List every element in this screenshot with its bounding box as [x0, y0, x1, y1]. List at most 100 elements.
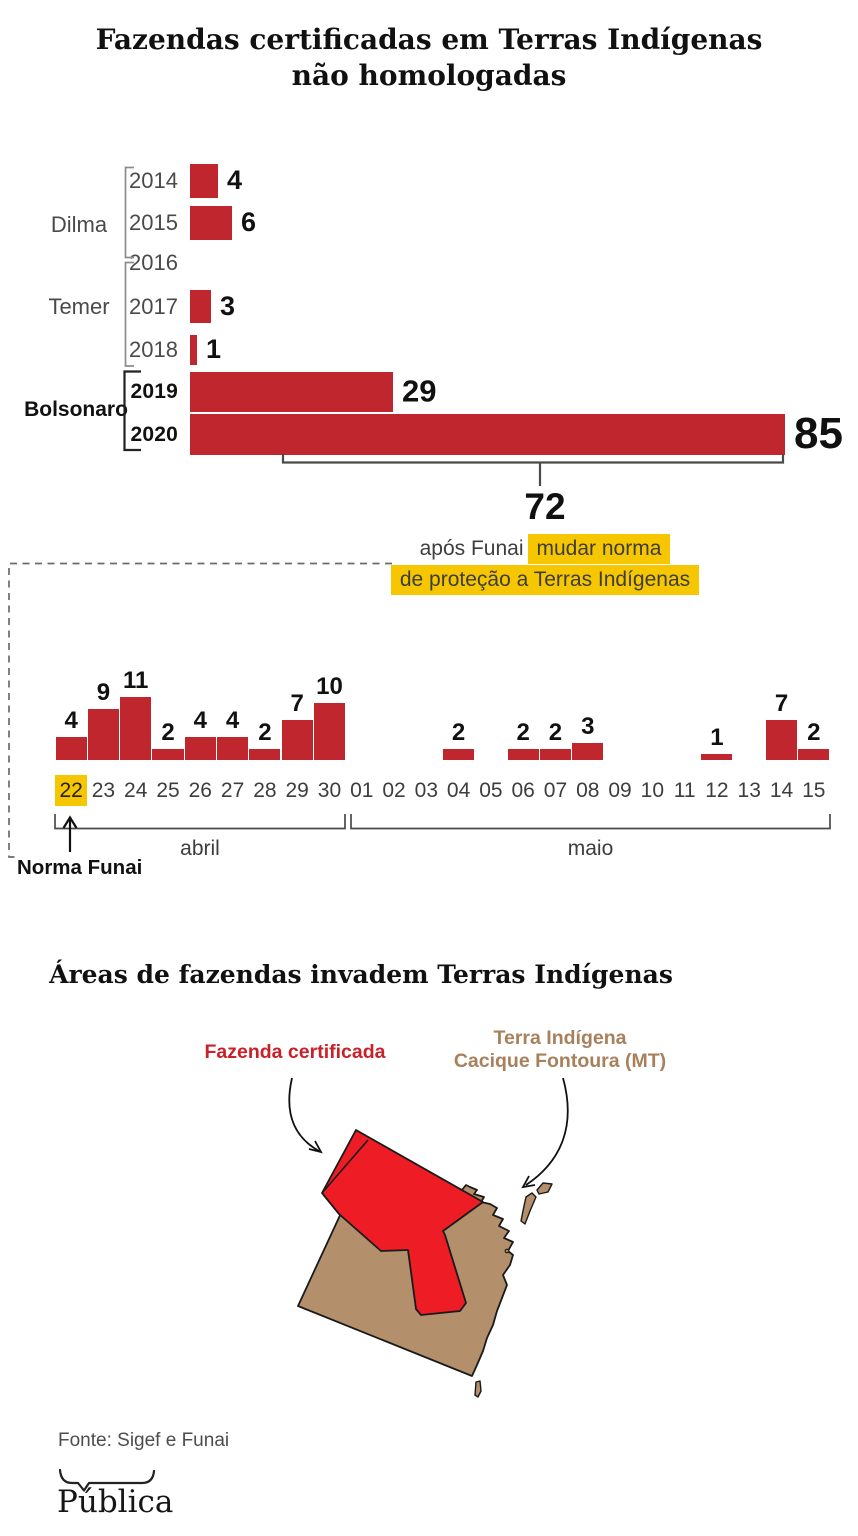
bar-value-2015: 6	[241, 206, 257, 237]
bar-value-2020: 85	[794, 408, 843, 458]
bracket-abril	[54, 814, 346, 830]
year-label-2014: 2014	[129, 168, 178, 193]
day-bar-14	[765, 720, 798, 760]
day-value-27: 4	[225, 707, 240, 735]
annotation-plain-text: após Funai	[419, 537, 524, 560]
map-section-title: Áreas de fazendas invadem Terras Indígen…	[49, 960, 673, 989]
day-label-25: 25	[156, 779, 180, 802]
day-bar-07	[539, 748, 572, 760]
main-title: Fazendas certificadas em Terras Indígena…	[0, 22, 858, 94]
day-value-07: 2	[548, 718, 563, 746]
day-label-03: 03	[414, 779, 438, 802]
source-note: Fonte: Sigef e Funai	[58, 1430, 230, 1451]
day-bar-28	[249, 748, 281, 760]
day-bar-23	[87, 708, 119, 760]
day-label-28: 28	[253, 779, 277, 802]
day-label-12: 12	[705, 779, 729, 802]
day-label-29: 29	[285, 779, 309, 802]
norma-arrow-head	[62, 815, 78, 829]
annotation-72-line2: de proteção a Terras Indígenas	[295, 564, 795, 595]
legend-terra-indigena-line2: Cacique Fontoura (MT)	[453, 1050, 667, 1072]
day-label-09: 09	[608, 779, 632, 802]
day-value-25: 2	[161, 718, 175, 746]
day-value-29: 7	[290, 690, 304, 718]
norma-funai-label: Norma Funai	[17, 856, 143, 879]
day-label-04: 04	[446, 779, 471, 802]
day-value-14: 7	[774, 690, 789, 718]
day-label-07: 07	[543, 779, 568, 802]
map-island-south	[474, 1380, 482, 1398]
day-label-08: 08	[576, 779, 600, 802]
annotation-72-value: 72	[524, 486, 566, 527]
day-value-04: 2	[451, 718, 466, 746]
year-label-2016: 2016	[129, 250, 178, 275]
bar-2018	[190, 335, 197, 365]
day-value-24: 11	[123, 667, 149, 695]
day-label-05: 05	[479, 779, 503, 802]
day-label-06: 06	[511, 779, 535, 802]
day-value-06: 2	[516, 718, 530, 746]
bracket-maio	[350, 814, 831, 830]
day-bar-15	[798, 748, 830, 760]
day-label-26: 26	[188, 779, 212, 802]
day-label-14: 14	[769, 779, 794, 802]
day-label-13: 13	[737, 779, 761, 802]
year-label-2017: 2017	[129, 293, 178, 319]
annotation-highlight-1: mudar norma	[527, 534, 671, 564]
day-bar-04	[443, 748, 475, 760]
map-island-east	[520, 1192, 537, 1225]
map-illustration	[288, 1077, 569, 1398]
day-value-23: 9	[96, 678, 111, 706]
president-label-temer: Temer	[48, 294, 110, 319]
day-bar-30	[313, 703, 345, 760]
day-bar-27	[217, 737, 249, 760]
day-value-12: 1	[710, 724, 724, 752]
year-label-2018: 2018	[129, 337, 178, 362]
bar-2014	[190, 164, 218, 198]
day-value-08: 3	[581, 712, 595, 740]
day-value-15: 2	[807, 718, 821, 746]
bar-value-2018: 1	[206, 333, 222, 364]
publica-logo-brace-icon	[58, 1468, 156, 1492]
day-bar-24	[120, 697, 152, 760]
arrow-to-terra-indigena	[525, 1077, 569, 1186]
day-label-30: 30	[317, 779, 342, 802]
bar-2017	[190, 290, 211, 323]
map-islet-dot	[504, 1248, 510, 1254]
day-label-22: 22	[55, 775, 88, 806]
bar-2020	[190, 414, 785, 455]
day-label-24: 24	[124, 779, 148, 802]
day-label-10: 10	[640, 779, 665, 802]
day-label-01: 01	[350, 779, 374, 802]
day-label-27: 27	[220, 779, 245, 802]
day-label-15: 15	[802, 779, 826, 802]
day-bar-29	[281, 720, 313, 760]
president-label-dilma: Dilma	[50, 212, 108, 237]
bar-value-2014: 4	[227, 164, 243, 195]
day-bar-22	[55, 737, 87, 760]
day-value-22: 4	[64, 707, 78, 735]
legend-fazenda-certificada: Fazenda certificada	[204, 1041, 386, 1063]
legend-terra-indigena-line1: Terra Indígena	[493, 1027, 627, 1049]
day-bar-08	[572, 742, 604, 760]
day-value-30: 10	[316, 673, 343, 700]
year-label-2015: 2015	[129, 210, 178, 235]
bar-2019	[190, 372, 393, 412]
day-value-26: 4	[193, 707, 207, 735]
day-bar-25	[152, 748, 184, 760]
day-value-28: 2	[258, 718, 272, 746]
main-title-line2: não homologadas	[291, 59, 567, 92]
day-label-02: 02	[382, 779, 406, 802]
day-label-11: 11	[673, 779, 696, 802]
bar-2015	[190, 206, 232, 240]
publica-logo-text: Pública	[57, 1484, 174, 1520]
day-label-23: 23	[91, 779, 116, 802]
annotation-72-line1: após Funai mudar norma	[295, 533, 795, 564]
month-label-maio: maio	[567, 837, 614, 860]
annotation-highlight-2: de proteção a Terras Indígenas	[390, 565, 700, 595]
yearly-bar-chart: Dilma Temer Bolsonaro 2014 4 2015 6 2016 2017…	[0, 0, 858, 470]
annotation-72: 72 após Funai mudar norma de proteção a T…	[295, 488, 795, 595]
fazenda-divider-line	[321, 1139, 369, 1194]
arrow-to-terra-indigena-head	[521, 1175, 536, 1189]
